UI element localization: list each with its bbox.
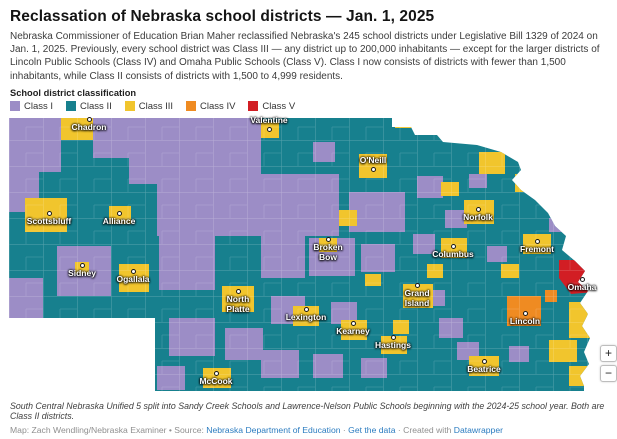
attribution-prefix: Map: Zach Wendling/Nebraska Examiner • S… bbox=[10, 424, 207, 435]
legend-label: Class IV bbox=[200, 100, 236, 112]
zoom-controls: + − bbox=[600, 344, 617, 382]
datawrapper-link[interactable]: Datawrapper bbox=[453, 424, 503, 435]
attribution: Map: Zach Wendling/Nebraska Examiner • S… bbox=[10, 425, 607, 435]
legend-item-1: Class I bbox=[10, 101, 53, 112]
legend-item-4: Class IV bbox=[186, 101, 235, 112]
legend-item-3: Class III bbox=[124, 100, 174, 112]
district-boundaries bbox=[9, 117, 590, 391]
legend-swatch bbox=[186, 101, 197, 112]
legend-items: Class I Class II Class III Class IV Class V bbox=[10, 101, 607, 112]
legend-swatch bbox=[10, 101, 20, 112]
legend-label: Class II bbox=[80, 100, 112, 112]
legend-item-5: Class V bbox=[248, 101, 295, 112]
legend-swatch bbox=[66, 101, 77, 112]
zoom-out-button[interactable]: − bbox=[600, 364, 617, 382]
nebraska-map-svg bbox=[9, 117, 590, 391]
legend-label: Class V bbox=[262, 100, 296, 112]
legend-swatch bbox=[248, 101, 259, 112]
legend-label: Class III bbox=[138, 100, 174, 112]
zoom-in-button[interactable]: + bbox=[600, 344, 617, 362]
description-text: Nebraska Commissioner of Education Brian… bbox=[10, 31, 600, 82]
attribution-separator: · bbox=[340, 424, 349, 435]
legend-label: Class I bbox=[24, 100, 54, 112]
legend-title: School district classification bbox=[10, 87, 137, 98]
footnote: South Central Nebraska Unified 5 split i… bbox=[10, 400, 605, 421]
source-link[interactable]: Nebraska Department of Education bbox=[206, 424, 341, 435]
get-data-link[interactable]: Get the data bbox=[348, 424, 396, 435]
page-title: Reclassation of Nebraska school district… bbox=[10, 8, 435, 25]
map-canvas[interactable]: Chadron Valentine O'Neill Scottsbluff Allian… bbox=[9, 114, 617, 396]
legend-item-2: Class II bbox=[66, 101, 112, 112]
legend-swatch bbox=[124, 101, 135, 112]
attribution-created-with: · Created with bbox=[395, 424, 454, 435]
